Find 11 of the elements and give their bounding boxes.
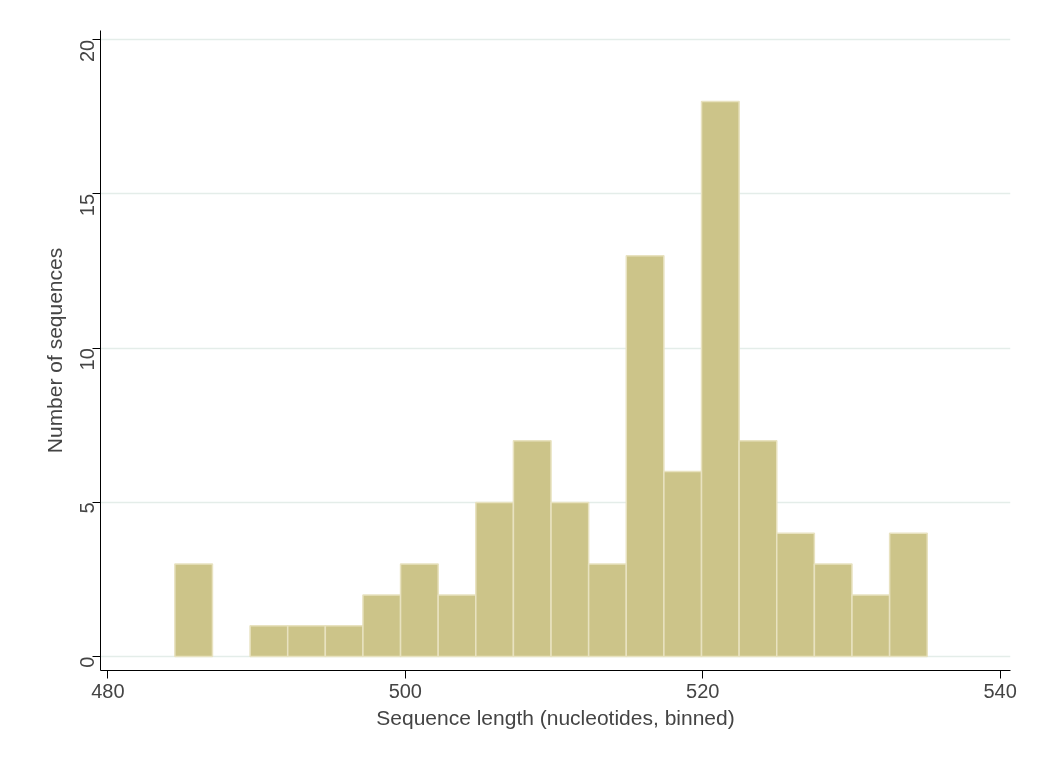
x-tick-label: 480 (91, 679, 125, 702)
y-tick-label: 5 (76, 502, 99, 514)
x-tick-label: 540 (983, 679, 1017, 702)
y-tick-label: 20 (76, 39, 99, 62)
y-tick-label: 0 (76, 656, 99, 668)
x-tick-label: 520 (686, 679, 720, 702)
y-axis-title: Number of sequences (42, 247, 66, 454)
y-tick-label: 10 (76, 348, 99, 371)
x-tick-label: 500 (388, 679, 423, 702)
y-tick-label: 15 (76, 193, 99, 217)
x-axis-title: Sequence length (nucleotides, binned) (376, 705, 735, 729)
